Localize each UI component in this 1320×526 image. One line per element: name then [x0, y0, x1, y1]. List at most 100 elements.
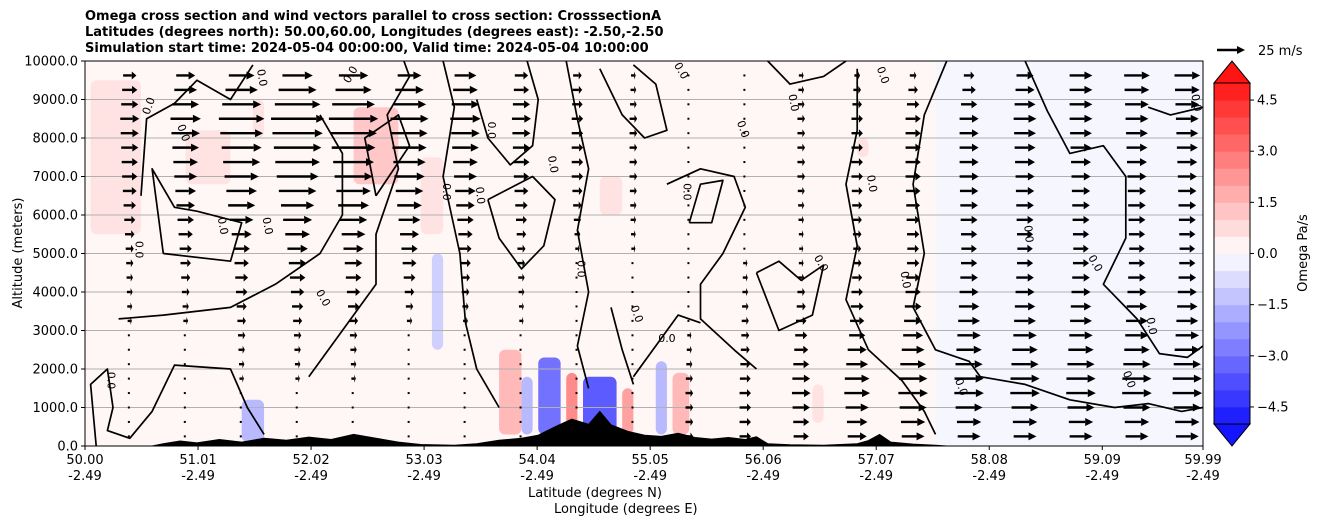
wind-vector: [463, 316, 468, 325]
wind-vector: [1126, 302, 1148, 311]
wind-vector: [122, 85, 138, 94]
wind-vector: [905, 129, 921, 138]
wind-vector: [127, 348, 130, 351]
wind-vector: [123, 71, 137, 80]
wind-vector: [350, 360, 357, 369]
wind-vector: [793, 360, 810, 369]
wind-vector: [462, 302, 469, 311]
contour-label: 0.0: [485, 122, 498, 140]
wind-vector: [850, 316, 865, 325]
wind-vector: [631, 406, 634, 409]
wind-vector: [1124, 85, 1150, 94]
wind-vector: [238, 360, 245, 369]
wind-vector: [407, 377, 410, 380]
wind-vector: [575, 377, 578, 380]
wind-vector: [328, 114, 379, 123]
wind-vector: [1014, 129, 1036, 138]
wind-vector: [127, 392, 130, 395]
omega-region: [583, 376, 617, 435]
wind-vector: [393, 158, 426, 167]
contour-label: 0.0: [1144, 316, 1160, 335]
x-tick-label-lat: 57.07: [858, 453, 895, 468]
wind-vector: [125, 230, 135, 239]
x-tick-label-lat: 59.99: [1184, 453, 1221, 468]
wind-vector: [1127, 186, 1147, 195]
wind-vector: [571, 143, 584, 152]
wind-vector: [906, 259, 920, 268]
wind-vector: [407, 392, 410, 395]
wind-vector: [575, 334, 578, 337]
wind-vector: [743, 103, 746, 106]
wind-vector: [1124, 345, 1150, 354]
zero-contour-line: [442, 61, 500, 408]
colorbar-tick-label: −3.0: [1257, 349, 1289, 364]
wind-vector: [519, 406, 522, 409]
x-tick-label-lon: -2.49: [746, 469, 780, 484]
wind-vector: [1128, 230, 1146, 239]
wind-vector: [1013, 331, 1037, 340]
wind-vector: [906, 100, 920, 109]
wind-vector: [172, 143, 200, 152]
wind-vector: [961, 100, 978, 109]
wind-vector: [575, 348, 578, 351]
wind-vector: [274, 100, 321, 109]
wind-vector: [851, 288, 863, 296]
wind-vector: [273, 143, 322, 152]
wind-vector: [1127, 172, 1147, 181]
wind-vector: [397, 201, 422, 210]
wind-vector: [797, 129, 806, 138]
wind-vector: [287, 244, 308, 253]
wind-vector: [797, 288, 806, 296]
colorbar-tick-label: −4.5: [1257, 400, 1289, 415]
wind-vector: [899, 403, 927, 412]
y-tick-label: 0.0: [57, 440, 78, 455]
wind-vector: [1016, 259, 1034, 268]
colorbar-band: [1214, 355, 1250, 374]
colorbar-band: [1214, 117, 1250, 135]
wind-vector: [519, 316, 524, 325]
zero-contour-line: [308, 61, 411, 378]
wind-vector: [175, 186, 197, 195]
wind-vector: [392, 100, 427, 109]
wind-vector: [629, 186, 637, 195]
wind-vector: [351, 406, 354, 409]
wind-vector: [1067, 403, 1095, 412]
zero-contour-line: [632, 314, 701, 378]
wind-vector: [1176, 316, 1199, 325]
wind-vector: [954, 389, 984, 398]
wind-vector: [1012, 417, 1038, 426]
wind-vector: [687, 262, 690, 265]
wind-vector: [181, 288, 190, 296]
wind-vector: [512, 129, 531, 138]
wind-vector: [350, 345, 357, 354]
wind-vector: [463, 420, 466, 423]
wind-vector: [959, 158, 979, 167]
wind-vector: [575, 262, 578, 265]
wind-vector: [1070, 143, 1092, 152]
wind-vector: [571, 114, 584, 123]
wind-vector: [743, 161, 746, 164]
x-tick-label-lon: -2.49: [520, 469, 554, 484]
wind-vector: [290, 288, 305, 296]
wind-vector: [905, 186, 921, 195]
wind-vector: [1069, 114, 1093, 123]
wind-vector: [1178, 186, 1197, 195]
wind-vector: [797, 143, 806, 152]
wind-vector: [959, 129, 979, 138]
contour-label: 0.0: [545, 155, 561, 174]
wind-vector: [341, 230, 366, 239]
wind-vector: [125, 244, 134, 253]
x-axis-label-latitude: Latitude (degrees N): [528, 486, 662, 501]
wind-vector: [1126, 158, 1147, 167]
wind-vector: [575, 276, 578, 279]
colorbar-band: [1214, 372, 1250, 391]
wind-vector: [1122, 389, 1152, 398]
wind-vector: [793, 417, 810, 426]
wind-vector: [687, 247, 690, 250]
wind-vector: [742, 302, 749, 311]
y-tick-label: 7000.0: [33, 170, 79, 185]
wind-vector: [345, 273, 362, 282]
wind-vector: [846, 417, 868, 426]
wind-vector: [454, 71, 477, 80]
zero-contour-line: [151, 167, 243, 263]
